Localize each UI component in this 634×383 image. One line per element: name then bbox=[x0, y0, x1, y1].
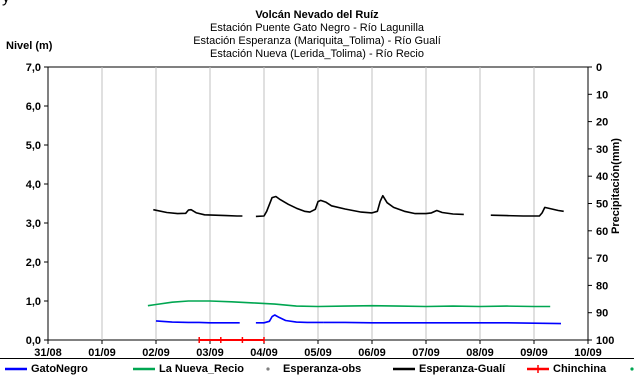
x-tick-label: 04/09 bbox=[250, 347, 278, 358]
legend-swatch-esperanza-obs bbox=[266, 367, 270, 371]
series-line-la-nueva-recio bbox=[147, 300, 551, 308]
legend-swatch-dot bbox=[266, 367, 270, 371]
legend-swatch-esperanza-gual bbox=[393, 367, 415, 371]
legend-swatch-p bbox=[630, 367, 634, 371]
legend-label: Chinchina bbox=[553, 363, 607, 375]
legend-swatch-gatonegro bbox=[5, 367, 27, 371]
series-line-esperanza-gual bbox=[255, 194, 464, 218]
series-line-gatonegro bbox=[155, 320, 240, 324]
y-tick-label: 3,0 bbox=[26, 218, 41, 230]
x-tick-label: 08/09 bbox=[466, 347, 494, 358]
legend-item-chinchina: Chinchina bbox=[526, 363, 606, 375]
legend-label: GatoNegro bbox=[31, 363, 88, 375]
chart-title: Volcán Nevado del Ruíz bbox=[255, 9, 379, 21]
x-tick-label: 31/08 bbox=[34, 347, 62, 358]
x-tick-label: 03/09 bbox=[196, 347, 224, 358]
cut-off-letter: y bbox=[2, 0, 10, 7]
legend-item-gatonegro: GatoNegro bbox=[4, 363, 88, 375]
x-tick-label: 10/09 bbox=[574, 347, 602, 358]
x-tick-label: 07/09 bbox=[412, 347, 440, 358]
y2-tick-label: 20 bbox=[596, 117, 608, 129]
y2-tick-label: 10 bbox=[596, 89, 608, 101]
legend-item-la-nueva-recio: La Nueva_Recio bbox=[132, 363, 244, 375]
y-tick-label: 2,0 bbox=[26, 257, 41, 269]
chart-subtitle-3: Estación Nueva (Lerida_Tolima) - Río Rec… bbox=[210, 48, 424, 60]
legend-label: Esperanza-Gualí bbox=[419, 363, 506, 375]
legend-swatch-dot bbox=[630, 367, 634, 371]
legend-label: La Nueva_Recio bbox=[159, 363, 244, 375]
y2-tick-label: 40 bbox=[596, 171, 608, 183]
legend-label: Esperanza-obs bbox=[283, 363, 362, 375]
y2-tick-label: 60 bbox=[596, 226, 608, 238]
y2-tick-label: 70 bbox=[596, 253, 608, 265]
series-line-esperanza-gual bbox=[490, 206, 564, 217]
chart-canvas: 0,0 1,0 2,0 3,0 4,0 5,0 6,0 7,0 0 10 20 30 40 50 60 70 8… bbox=[26, 62, 615, 358]
y-tick-label: 6,0 bbox=[26, 101, 41, 113]
y-axis-label: Nivel (m) bbox=[6, 40, 53, 52]
legend-item-esperanza-gual: Esperanza-Gualí bbox=[392, 363, 505, 375]
y2-tick-label: 50 bbox=[596, 199, 608, 211]
x-tick-label: 09/09 bbox=[520, 347, 548, 358]
x-tick-label: 02/09 bbox=[142, 347, 170, 358]
series-line-gatonegro bbox=[255, 314, 324, 324]
legend-item-p: P bbox=[620, 363, 634, 375]
y-tick-label: 1,0 bbox=[26, 296, 41, 308]
y-tick-label: 0,0 bbox=[26, 335, 41, 347]
y-tick-label: 7,0 bbox=[26, 62, 41, 74]
series-line-esperanza-gual bbox=[153, 208, 243, 217]
y2-tick-label: 80 bbox=[596, 280, 608, 292]
chart-subtitle-2: Estación Esperanza (Mariquita_Tolima) - … bbox=[193, 35, 441, 47]
chart-legend: GatoNegro La Nueva_Recio Esperanza-obs Espe… bbox=[0, 358, 634, 383]
x-tick-label: 06/09 bbox=[358, 347, 386, 358]
y2-tick-label: 0 bbox=[596, 62, 602, 74]
chart-subtitle-1: Estación Puente Gato Negro - Río Lagunil… bbox=[209, 22, 425, 34]
y-tick-label: 4,0 bbox=[26, 179, 41, 191]
series-line-gatonegro bbox=[323, 321, 562, 325]
legend-item-esperanza-obs: Esperanza-obs bbox=[256, 363, 361, 375]
legend-swatch-chinchina bbox=[527, 365, 549, 374]
legend-swatch-la-nueva-recio bbox=[133, 367, 155, 371]
y2-tick-label: 30 bbox=[596, 144, 608, 156]
cut-off-top-text: y bbox=[0, 0, 634, 10]
y2-tick-label: 90 bbox=[596, 308, 608, 320]
y-tick-label: 5,0 bbox=[26, 140, 41, 152]
y2-tick-label: 100 bbox=[596, 335, 614, 347]
x-tick-label: 05/09 bbox=[304, 347, 332, 358]
x-tick-label: 01/09 bbox=[88, 347, 116, 358]
